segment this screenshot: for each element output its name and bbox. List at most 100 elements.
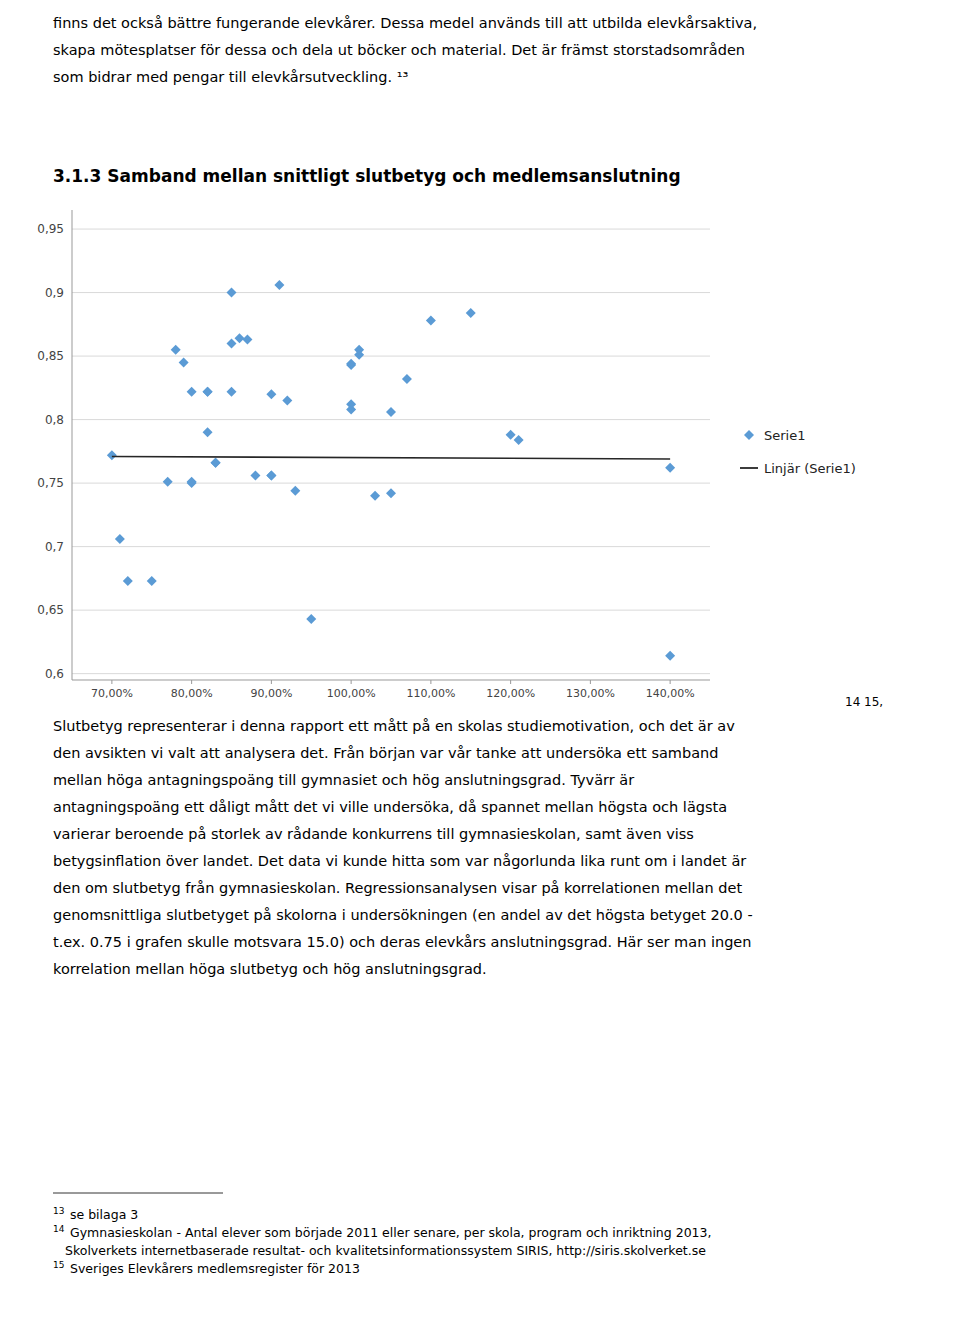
x-tick-label: 80,00%: [171, 687, 213, 700]
scatter-point: [466, 308, 476, 318]
annotation-part: 14 15: [845, 695, 879, 709]
footnote-text: se bilaga 3: [70, 1207, 138, 1222]
footnote-text: Sveriges Elevkårers medlemsregister för …: [70, 1261, 360, 1276]
legend-label: Linjär (Serie1): [764, 461, 856, 476]
x-tick-label: 130,00%: [566, 687, 615, 700]
y-tick-label: 0,85: [37, 349, 64, 363]
scatter-point: [346, 359, 356, 369]
x-tick-label: 110,00%: [406, 687, 455, 700]
chart-title: 3.1.3 Samband mellan snittligt slutbetyg…: [53, 166, 681, 186]
body-text: den om slutbetyg från gymnasieskolan. Re…: [53, 880, 742, 896]
scatter-point: [107, 450, 117, 460]
scatter-point: [203, 387, 213, 397]
x-tick: [670, 680, 671, 684]
footnote-text: Skolverkets internetbaserade resultat- o…: [65, 1243, 706, 1258]
scatter-point: [370, 491, 380, 501]
grid-line: [72, 419, 710, 420]
footnote-mark: 14: [53, 1224, 65, 1234]
scatter-point: [163, 477, 173, 487]
scatter-point: [386, 407, 396, 417]
grid-line: [72, 673, 710, 674]
scatter-point: [266, 470, 276, 480]
scatter-point: [227, 338, 237, 348]
x-tick: [111, 680, 112, 684]
scatter-point: [506, 430, 516, 440]
x-axis-line: [72, 680, 710, 681]
axes: 0,60,650,70,750,80,850,90,9570,00%80,00%…: [37, 210, 710, 700]
scatter-point: [266, 389, 276, 399]
scatter-point: [203, 387, 213, 397]
x-tick-label: 70,00%: [91, 687, 133, 700]
scatter-point: [227, 387, 237, 397]
marks: [107, 280, 675, 661]
grid-line: [72, 610, 710, 611]
y-axis-line: [72, 210, 73, 680]
body-text: betygsinflation över landet. Det data vi…: [53, 853, 746, 869]
x-tick: [191, 680, 192, 684]
body-text: finns det också bättre fungerande elevkå…: [53, 15, 757, 31]
y-tick-label: 0,7: [45, 540, 64, 554]
legend-swatch: [744, 430, 754, 440]
scatter-point: [147, 576, 157, 586]
body-text: skapa mötesplatser för dessa och dela ut…: [53, 42, 745, 58]
scatter-point: [123, 576, 133, 586]
scatter-point: [171, 345, 181, 355]
footnote-separator: [53, 1193, 223, 1194]
legend-swatch: [740, 467, 758, 469]
y-tick-label: 0,65: [37, 603, 64, 617]
body-text: genomsnittliga slutbetyget på skolorna i…: [53, 907, 753, 923]
scatter-point: [426, 316, 436, 326]
scatter-point: [227, 288, 237, 298]
body-text: antagningspoäng ett dåligt mått det vi v…: [53, 799, 727, 815]
legend-label: Serie1: [764, 428, 805, 443]
scatter-point: [514, 435, 524, 445]
footnote-mark: 13: [53, 1206, 64, 1216]
scatter-point: [242, 335, 252, 345]
grid-line: [72, 229, 710, 230]
scatter-point: [179, 357, 189, 367]
y-tick-label: 0,95: [37, 222, 64, 236]
body-text: Slutbetyg representerar i denna rapport …: [53, 718, 735, 734]
x-tick: [271, 680, 272, 684]
x-tick-label: 100,00%: [327, 687, 376, 700]
scatter-point: [211, 458, 221, 468]
body-text: korrelation mellan höga slutbetyg och hö…: [53, 961, 487, 977]
scatter-point: [386, 488, 396, 498]
body-text: den avsikten vi valt att analysera det. …: [53, 745, 718, 761]
y-tick-label: 0,6: [45, 667, 64, 681]
footnote-mark: 15: [53, 1260, 64, 1270]
scatter-point: [211, 458, 221, 468]
scatter-point: [115, 534, 125, 544]
body-text: mellan höga antagningspoäng till gymnasi…: [53, 772, 634, 788]
scatter-point: [665, 463, 675, 473]
trend-line: [112, 456, 670, 459]
body-text: varierar beroende på storlek av rådande …: [53, 826, 694, 842]
y-tick-label: 0,9: [45, 286, 64, 300]
footnote-text: Gymnasieskolan - Antal elever som börjad…: [70, 1225, 711, 1240]
x-tick-label: 140,00%: [646, 687, 695, 700]
legend: Serie1 Linjär (Serie1): [740, 428, 856, 476]
y-tick-label: 0,8: [45, 413, 64, 427]
body-text: som bidrar med pengar till elevkårsutvec…: [53, 69, 408, 85]
x-tick: [510, 680, 511, 684]
grid-line: [72, 292, 710, 293]
x-tick-label: 90,00%: [250, 687, 292, 700]
scatter-point: [290, 486, 300, 496]
body-text: t.ex. 0.75 i grafen skulle motsvara 15.0…: [53, 934, 751, 950]
page: finns det också bättre fungerande elevkå…: [0, 0, 960, 1326]
scatter-point: [274, 280, 284, 290]
x-tick-label: 120,00%: [486, 687, 535, 700]
scatter-point: [266, 470, 276, 480]
x-tick: [430, 680, 431, 684]
scatter-point: [346, 399, 356, 409]
scatter-point: [203, 427, 213, 437]
x-tick: [590, 680, 591, 684]
scatter-point: [354, 345, 364, 355]
scatter-point: [665, 651, 675, 661]
scatter-point: [306, 614, 316, 624]
scatter-point: [250, 470, 260, 480]
annotation-part: ,: [879, 695, 883, 709]
scatter-point: [187, 387, 197, 397]
scatter-point: [402, 374, 412, 384]
scatter-point: [187, 477, 197, 487]
